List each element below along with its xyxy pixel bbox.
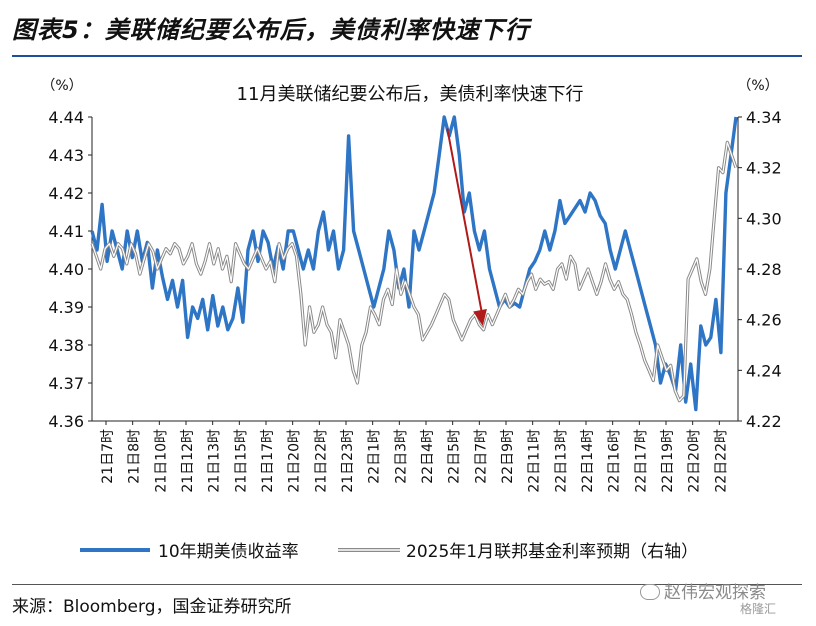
left-tick-label: 4.38 [48,336,84,355]
figure-title: 图表5：美联储纪要公布后，美债利率快速下行 [12,16,530,44]
left-tick-label: 4.36 [48,412,84,431]
right-axis-unit: （%） [737,78,778,94]
right-tick-label: 4.24 [746,361,782,380]
axes: 4.36 4.37 4.38 4.39 4.40 4.41 4.42 4.43 4.44 4.22… [48,108,781,493]
right-tick-label: 4.26 [746,311,782,330]
left-tick-label: 4.43 [48,146,84,165]
right-tick-label: 4.34 [746,108,782,127]
annotation-arrow-head [473,309,487,326]
left-tick-label: 4.37 [48,374,84,393]
x-tick-label: 21日15时 [233,429,249,493]
x-tick-label: 21日10时 [153,429,169,493]
x-tick-label: 21日17时 [260,429,276,493]
left-tick-label: 4.39 [48,298,84,317]
x-tick-label: 22日5时 [447,429,463,484]
series-line-10y-yield [90,115,738,412]
x-tick-label: 21日7时 [100,429,116,484]
x-tick-label: 22日3时 [393,429,409,484]
left-axis-unit: （%） [41,78,82,94]
right-tick-label: 4.30 [746,209,782,228]
legend-label-10y-yield: 10年期美债收益率 [158,542,299,562]
title-divider [12,55,802,57]
legend-label-fed-funds: 2025年1月联邦基金利率预期（右轴） [406,542,698,562]
right-tick-label: 4.28 [746,260,782,279]
legend: 10年期美债收益率 2025年1月联邦基金利率预期（右轴） [80,542,698,562]
x-tick-label: 21日12时 [180,429,196,493]
x-tick-label: 22日20时 [687,429,703,493]
x-tick-label: 22日9时 [500,429,516,484]
left-tick-label: 4.42 [48,184,84,203]
wechat-icon [640,584,660,600]
x-tick-label: 22日7时 [473,429,489,484]
x-tick-label: 21日8时 [127,429,143,484]
series-line-fed-funds [91,141,737,402]
x-tick-label: 22日14时 [580,429,596,493]
annotation-layer [446,128,487,326]
x-tick-label: 22日1时 [367,429,383,484]
x-tick-label: 22日13时 [553,429,569,493]
chart-title: 11月美联储纪要公布后，美债利率快速下行 [237,84,584,105]
source-divider [12,584,802,585]
right-tick-label: 4.22 [746,412,782,431]
annotation-arrow-shaft [446,128,484,319]
line-chart: 11月美联储纪要公布后，美债利率快速下行 （%） （%） 4.364.374.3… [41,78,781,562]
series-layer [90,115,738,412]
x-tick-label: 22日16时 [607,429,623,493]
x-tick-label: 21日13时 [207,429,223,493]
watermark: 赵伟宏观探索 [640,578,766,603]
series-line-fed-funds-outline [90,140,738,403]
x-tick-label: 21日20时 [287,429,303,493]
watermark-small: 格隆汇 [740,602,777,616]
source-note: 来源：Bloomberg，国金证券研究所 [12,597,292,617]
x-tick-label: 22日11时 [527,429,543,493]
right-tick-label: 4.32 [746,159,782,178]
x-tick-label: 22日4时 [420,429,436,484]
x-tick-label: 22日22时 [713,429,729,493]
left-tick-label: 4.41 [48,222,84,241]
left-tick-label: 4.40 [48,260,84,279]
x-tick-label: 21日23时 [340,429,356,493]
x-tick-label: 22日19时 [660,429,676,493]
x-tick-label: 21日22时 [313,429,329,493]
watermark-text: 赵伟宏观探索 [664,583,766,603]
x-tick-label: 22日17时 [633,429,649,493]
left-tick-label: 4.44 [48,108,84,127]
